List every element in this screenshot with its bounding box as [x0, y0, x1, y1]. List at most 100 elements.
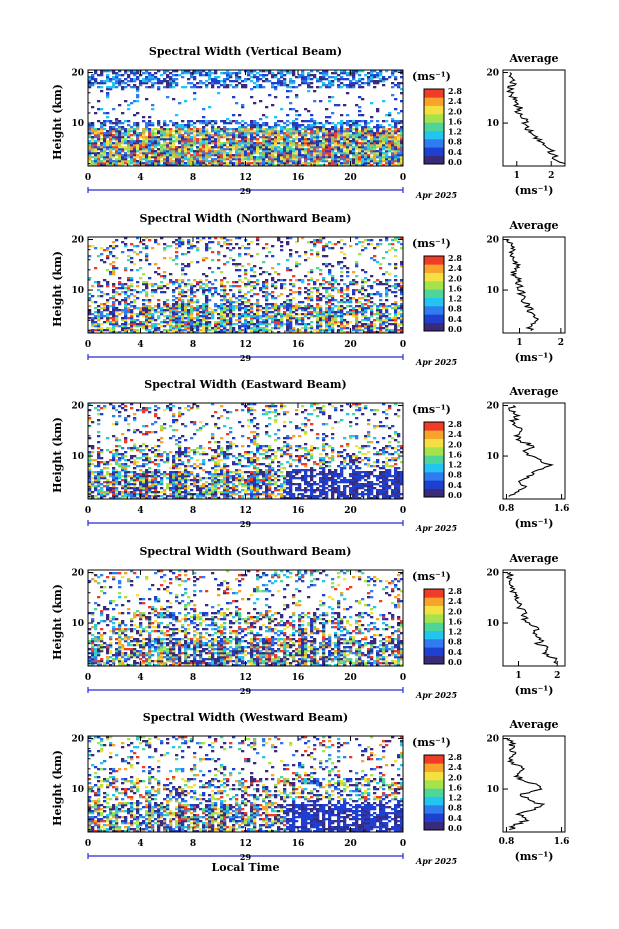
heatmap-cell: [346, 267, 350, 270]
heatmap-cell: [370, 152, 374, 155]
heatmap-cell: [352, 78, 356, 81]
heatmap-cell: [394, 321, 398, 324]
heatmap-cell: [148, 299, 152, 302]
heatmap-cell: [133, 319, 137, 322]
heatmap-cell: [310, 321, 314, 324]
heatmap-cell: [394, 329, 398, 332]
heatmap-cell: [181, 301, 185, 304]
heatmap-cell: [181, 311, 185, 314]
heatmap-cell: [283, 162, 287, 165]
heatmap-cell: [235, 142, 239, 145]
heatmap-cell: [163, 80, 167, 83]
heatmap-cell: [211, 309, 215, 312]
heatmap-cell: [355, 130, 359, 133]
heatmap-cell: [211, 317, 215, 320]
heatmap-cell: [271, 104, 275, 107]
heatmap-cell: [385, 287, 389, 290]
heatmap-cell: [331, 295, 335, 298]
heatmap-cell: [304, 154, 308, 157]
heatmap-cell: [283, 148, 287, 151]
heatmap-cell: [301, 70, 305, 73]
heatmap-cell: [238, 146, 242, 149]
heatmap-cell: [277, 84, 281, 87]
heatmap-cell: [373, 281, 377, 284]
heatmap-cell: [97, 281, 101, 284]
heatmap-cell: [364, 325, 368, 328]
heatmap-cell: [109, 160, 113, 163]
heatmap-cell: [358, 144, 362, 147]
heatmap-cell: [112, 136, 116, 139]
heatmap-cell: [271, 132, 275, 135]
heatmap-cell: [253, 164, 257, 167]
heatmap-cell: [208, 287, 212, 290]
heatmap-cell: [355, 325, 359, 328]
heatmap-cell: [139, 148, 143, 151]
heatmap-cell: [181, 128, 185, 131]
heatmap-cell: [325, 140, 329, 143]
heatmap-cell: [88, 136, 92, 139]
heatmap-cell: [319, 331, 323, 334]
heatmap-cell: [214, 325, 218, 328]
heatmap-cell: [355, 156, 359, 159]
heatmap-cell: [385, 160, 389, 163]
heatmap-cell: [337, 241, 341, 244]
heatmap-cell: [184, 152, 188, 155]
heatmap-cells: [88, 237, 404, 334]
heatmap-cell: [172, 303, 176, 306]
heatmap-cell: [391, 291, 395, 294]
heatmap-cell: [400, 327, 404, 330]
heatmap-cell: [112, 301, 116, 304]
heatmap-cell: [205, 315, 209, 318]
heatmap-cell: [268, 150, 272, 153]
heatmap-cell: [103, 164, 107, 167]
heatmap-cell: [100, 307, 104, 310]
heatmap-cell: [232, 305, 236, 308]
heatmap-cell: [355, 309, 359, 312]
heatmap-cell: [178, 325, 182, 328]
heatmap-cell: [388, 132, 392, 135]
heatmap-cell: [340, 267, 344, 270]
heatmap-cell: [244, 138, 248, 141]
heatmap-cell: [352, 82, 356, 85]
heatmap-cell: [316, 80, 320, 83]
heatmap-cell: [127, 154, 131, 157]
heatmap-cell: [160, 128, 164, 131]
heatmap-cell: [355, 311, 359, 314]
heatmap-cell: [235, 78, 239, 81]
heatmap-cell: [319, 144, 323, 147]
heatmap-cell: [133, 245, 137, 248]
heatmap-cell: [172, 283, 176, 286]
heatmap-cell: [271, 134, 275, 137]
heatmap-cell: [181, 309, 185, 312]
heatmap-cell: [223, 158, 227, 161]
heatmap-cell: [130, 102, 134, 105]
heatmap-cell: [235, 134, 239, 137]
heatmap-cell: [352, 76, 356, 79]
heatmap-cell: [178, 138, 182, 141]
heatmap-cell: [166, 74, 170, 77]
heatmap-cell: [175, 281, 179, 284]
heatmap-cell: [400, 132, 404, 135]
heatmap-cell: [136, 281, 140, 284]
heatmap-cell: [247, 283, 251, 286]
heatmap-cell: [400, 279, 404, 282]
heatmap-cell: [319, 76, 323, 79]
heatmap-cell: [250, 241, 254, 244]
heatmap-cell: [331, 299, 335, 302]
heatmap-cell: [301, 120, 305, 123]
heatmap-cell: [247, 321, 251, 324]
heatmap-cell: [226, 140, 230, 143]
heatmap-cell: [328, 148, 332, 151]
heatmap-cell: [199, 329, 203, 332]
heatmap-cell: [190, 289, 194, 292]
heatmap-cell: [340, 114, 344, 117]
heatmap-cell: [289, 315, 293, 318]
heatmap-cell: [124, 142, 128, 145]
heatmap-cell: [172, 82, 176, 85]
heatmap-cell: [331, 247, 335, 250]
heatmap-cell: [178, 134, 182, 137]
heatmap-cell: [340, 239, 344, 242]
heatmap-cell: [250, 321, 254, 324]
heatmap-cell: [271, 331, 275, 334]
heatmap-cell: [88, 459, 92, 462]
